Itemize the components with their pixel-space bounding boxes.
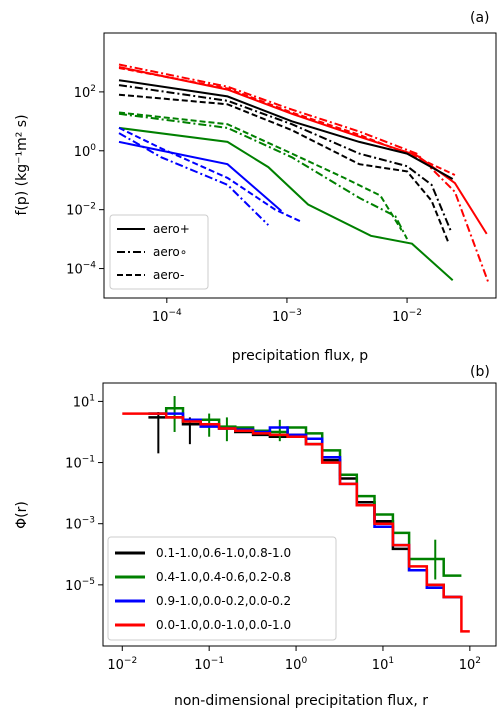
panel-a-series-red-dashed <box>118 67 456 176</box>
panel-a-series-black-dashed <box>118 93 450 243</box>
panel-a-series-green-dashed <box>118 111 403 231</box>
panel-b-legend: 0.1-1.0,0.6-1.0,0.8-1.0 0.4-1.0,0.4-0.6,0… <box>107 536 337 641</box>
panel-a-xlabel: precipitation flux, p <box>232 348 369 364</box>
panel-b-ytick-label-0: 10−5 <box>65 577 95 594</box>
panel-b-frame <box>102 382 497 647</box>
panel-a-ylabel: f(p) (kg⁻¹m² s) <box>14 114 30 215</box>
legend-label-aero-minus: aero- <box>153 268 184 282</box>
panel-a-ytick-label-1: 10−2 <box>66 202 96 219</box>
panel-a-legend: aero+ aero∘ aero- <box>109 214 209 290</box>
panel-b-ylabel: Φ(r) <box>14 501 30 529</box>
legend-label-aero-plus: aero+ <box>153 222 190 236</box>
panel-a-series-red-solid <box>118 66 488 235</box>
panel-b-xlabel: non-dimensional precipitation flux, r <box>174 693 428 709</box>
panel-a-xtick-label-1: 10−3 <box>272 308 302 325</box>
panel-a-series-green-solid <box>118 126 454 282</box>
panel-b-xtick-label-2: 100 <box>285 656 308 673</box>
panel-b-xtick-label-4: 102 <box>459 656 481 673</box>
panel-a-xtick-label-2: 10−2 <box>392 308 422 325</box>
panel-b-legend-label-blue: 0.9-1.0,0.0-0.2,0.0-0.2 <box>156 594 291 608</box>
panel-b: (b) 10−2 10−1 100 101 102 10−5 10−3 10−1 101 0.1… <box>14 364 497 709</box>
panel-a-xtick-label-0: 10−4 <box>152 308 182 325</box>
panel-b-ytick-label-1: 10−3 <box>65 516 95 533</box>
panel-a-series-black-dashdot <box>118 84 452 231</box>
panel-a-ytick-label-2: 100 <box>74 143 97 160</box>
panel-a-frame <box>103 32 497 299</box>
panel-b-legend-label-red: 0.0-1.0,0.0-1.0,0.0-1.0 <box>156 618 291 632</box>
panel-a-series-blue-solid <box>118 140 283 212</box>
panel-b-xtick-label-0: 10−2 <box>107 656 137 673</box>
panel-b-ticks: 10−2 10−1 100 101 102 10−5 10−3 10−1 101 <box>65 393 481 673</box>
legend-label-aero-o: aero∘ <box>153 245 187 259</box>
panel-b-ytick-label-3: 101 <box>73 393 95 410</box>
panel-b-label: (b) <box>470 364 490 380</box>
panel-a-series-blue-dashed <box>118 127 302 223</box>
panel-a-series <box>118 63 490 285</box>
panel-a-ytick-label-0: 10−4 <box>66 261 96 278</box>
panel-b-series-red <box>122 412 470 633</box>
panel-a: (a) 10−4 10−3 10−2 10−4 10−2 100 102 aero+ aer… <box>14 10 497 364</box>
panel-a-series-green-dashdot <box>118 112 408 240</box>
panel-a-ytick-label-3: 102 <box>74 84 96 101</box>
panel-b-legend-label-green: 0.4-1.0,0.4-0.6,0.2-0.8 <box>156 570 291 584</box>
panel-b-ytick-label-2: 10−1 <box>65 455 95 472</box>
panel-a-ticks: 10−4 10−3 10−2 10−4 10−2 100 102 <box>66 84 422 325</box>
panel-b-series <box>122 396 470 633</box>
panel-b-legend-label-black: 0.1-1.0,0.6-1.0,0.8-1.0 <box>156 546 291 560</box>
panel-a-series-black-solid <box>118 79 454 180</box>
panel-b-xtick-label-3: 101 <box>372 656 394 673</box>
panel-a-series-blue-dashdot <box>118 132 270 226</box>
panel-a-label: (a) <box>470 10 490 26</box>
panel-b-xtick-label-1: 10−1 <box>194 656 224 673</box>
